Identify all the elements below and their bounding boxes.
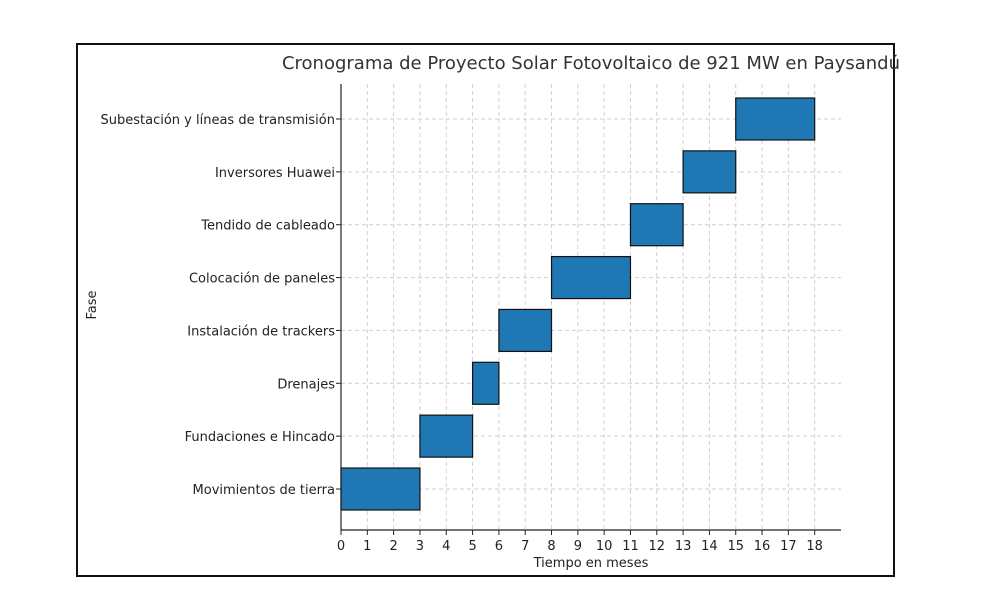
task-bar	[550, 255, 632, 300]
category-label: Subestación y líneas de transmisión	[101, 113, 335, 128]
category-label: Instalación de trackers	[187, 324, 335, 339]
x-tick-label: 18	[806, 539, 823, 554]
task-bar	[340, 467, 421, 511]
x-tick-label: 2	[389, 539, 397, 554]
x-tick-label: 8	[547, 539, 555, 554]
task-bar	[735, 97, 816, 141]
chart-title: Cronograma de Proyecto Solar Fotovoltaic…	[282, 53, 900, 74]
task-bar	[471, 361, 500, 405]
x-tick-label: 9	[574, 539, 582, 554]
x-ticks-layer: 0 1 2 3 4 5 6 7 8 9 10 11 12 13 14 15 16 17 18	[337, 530, 823, 554]
category-label: Movimientos de tierra	[193, 483, 335, 498]
x-tick-label: 5	[468, 539, 476, 554]
axes-layer	[340, 84, 841, 531]
x-axis-label: Tiempo en meses	[533, 556, 649, 571]
task-bar	[629, 203, 684, 247]
bars-layer	[340, 97, 816, 511]
x-tick-label: 0	[337, 539, 345, 554]
x-tick-label: 6	[495, 539, 503, 554]
task-bar	[419, 414, 474, 458]
x-tick-label: 11	[622, 539, 639, 554]
x-tick-label: 3	[416, 539, 424, 554]
category-label: Drenajes	[277, 377, 335, 392]
category-label: Inversores Huawei	[215, 166, 335, 181]
x-tick-label: 10	[596, 539, 613, 554]
task-bar	[498, 308, 553, 353]
category-label: Colocación de paneles	[189, 272, 335, 287]
grid-layer	[340, 84, 841, 530]
x-tick-label: 13	[675, 539, 692, 554]
x-tick-label: 14	[701, 539, 718, 554]
x-tick-label: 17	[780, 539, 797, 554]
task-bar	[682, 150, 737, 194]
category-label: Fundaciones e Hincado	[185, 430, 335, 445]
x-tick-label: 4	[442, 539, 450, 554]
x-tick-label: 1	[363, 539, 371, 554]
y-labels-layer: Movimientos de tierra Fundaciones e Hinca…	[101, 113, 341, 498]
x-tick-label: 16	[754, 539, 771, 554]
category-label: Tendido de cableado	[200, 219, 335, 234]
y-axis-label: Fase	[85, 290, 100, 319]
x-tick-label: 12	[649, 539, 666, 554]
x-tick-label: 15	[727, 539, 744, 554]
x-tick-label: 7	[521, 539, 529, 554]
